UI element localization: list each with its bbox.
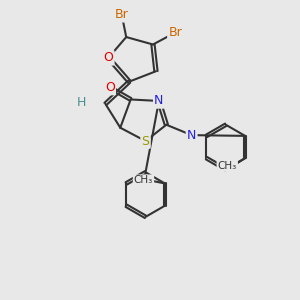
Text: O: O xyxy=(105,81,115,94)
Text: O: O xyxy=(103,51,113,64)
Text: CH₃: CH₃ xyxy=(134,176,153,185)
Text: N: N xyxy=(187,129,196,142)
Text: Br: Br xyxy=(168,26,182,39)
Text: S: S xyxy=(142,135,149,148)
Text: N: N xyxy=(154,94,164,107)
Text: CH₃: CH₃ xyxy=(218,160,237,171)
Text: Br: Br xyxy=(115,8,129,21)
Text: H: H xyxy=(77,96,86,109)
